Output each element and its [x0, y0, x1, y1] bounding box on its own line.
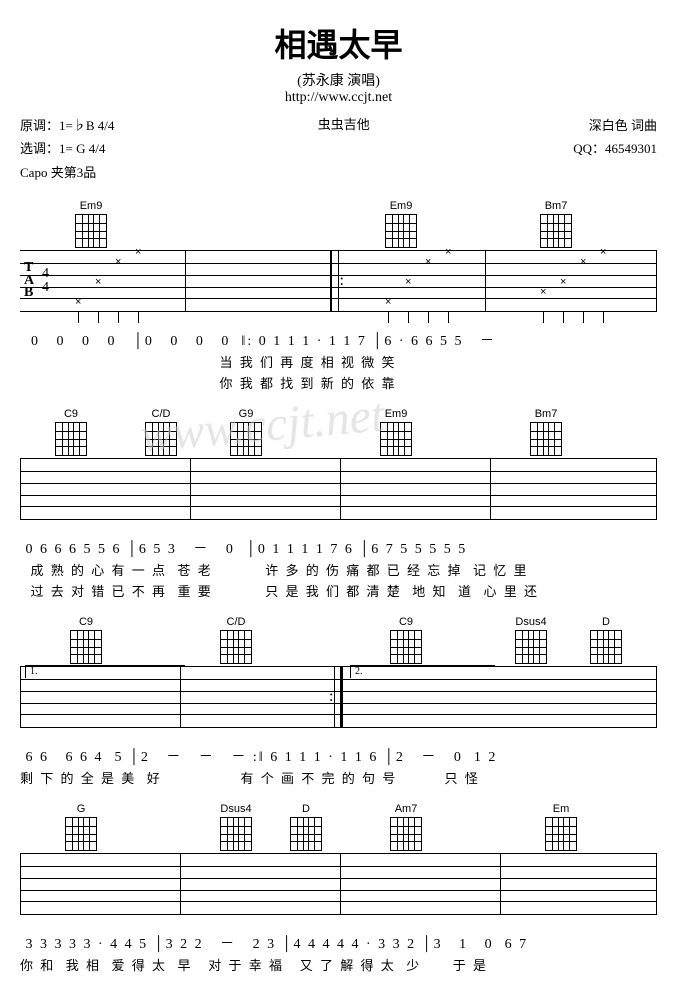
chord-diagram: C9	[390, 616, 422, 664]
tab-staff	[20, 458, 657, 520]
chord-diagram: D	[590, 616, 622, 664]
original-key: 原调：1=♭B 4/4	[20, 114, 114, 137]
tab-clef: TAB	[24, 262, 34, 300]
number-notation: 6 6 6 6 4 5 │2 － － － :‖ 6 1 1 1 · 1 1 6 …	[20, 746, 657, 766]
lyrics-line: 你 和 我 相 爱 得 太 早 对 于 幸 福 又 了 解 得 太 少 于 是	[20, 955, 657, 974]
chord-diagram: Bm7	[540, 200, 572, 248]
chord-diagram: Dsus4	[515, 616, 547, 664]
chord-diagram: Em9	[380, 408, 412, 456]
chord-name: C/D	[152, 408, 171, 420]
chord-name: C9	[64, 408, 78, 420]
composer: 深白色 词曲	[573, 114, 657, 137]
chord-diagram: Em9	[385, 200, 417, 248]
brand: 虫虫吉他	[114, 114, 573, 184]
chord-row: G Dsus4 D Am7 Em	[20, 803, 657, 853]
qq-contact: QQ：46549301	[573, 137, 657, 160]
chord-name: G	[77, 803, 86, 815]
chord-diagram: C9	[55, 408, 87, 456]
header-meta: 原调：1=♭B 4/4 选调：1= G 4/4 Capo 夹第3品 虫虫吉他 深…	[20, 114, 657, 184]
chord-name: C/D	[227, 616, 246, 628]
lyrics-line: 当 我 们 再 度 相 视 微 笑	[20, 352, 657, 371]
capo-info: Capo 夹第3品	[20, 161, 114, 184]
chord-name: D	[302, 803, 310, 815]
source-url: http://www.ccjt.net	[20, 90, 657, 106]
lyrics-line: 成 熟 的 心 有 一 点 苍 老 许 多 的 伤 痛 都 已 经 忘 掉 记 …	[20, 560, 657, 579]
tab-staff	[20, 853, 657, 915]
tab-system: G Dsus4 D Am7 Em 3 3 3 3 3 · 4 4 5 │3 2 2 － …	[20, 803, 657, 974]
chord-diagram: Dsus4	[220, 803, 252, 851]
tab-system: C9 C/D G9 Em9 Bm7 0 6 6 6 5 5 6 │6 5 3 － 0 │…	[20, 408, 657, 600]
chord-diagram: C/D	[145, 408, 177, 456]
song-title: 相遇太早	[20, 20, 657, 66]
number-notation: 0 6 6 6 5 5 6 │6 5 3 － 0 │0 1 1 1 1 7 6 …	[20, 538, 657, 558]
chord-name: Bm7	[545, 200, 568, 212]
lyrics-line: 剩 下 的 全 是 美 好 有 个 画 不 完 的 句 号 只 怪	[20, 768, 657, 787]
chord-name: Bm7	[535, 408, 558, 420]
time-signature: 44	[42, 267, 49, 295]
chord-name: Em9	[390, 200, 413, 212]
chord-diagram: Am7	[390, 803, 422, 851]
tab-system: C9 C/D C9 Dsus4 D 1.2. 6 6 6 6 4 5 │2 － － － :…	[20, 616, 657, 787]
chord-diagram: G	[65, 803, 97, 851]
chord-name: Dsus4	[515, 616, 546, 628]
chord-diagram: G9	[230, 408, 262, 456]
tab-staff: TAB44××××××××××××	[20, 250, 657, 312]
tab-system: Em9Em9Bm7TAB44×××××××××××× 0 0 0 0 │0 0 …	[20, 200, 657, 392]
chord-name: Dsus4	[220, 803, 251, 815]
chord-diagram: C/D	[220, 616, 252, 664]
chord-name: Em	[553, 803, 570, 815]
artist-credit: (苏永康 演唱)	[20, 70, 657, 90]
selected-key: 选调：1= G 4/4	[20, 137, 114, 160]
chord-name: G9	[239, 408, 254, 420]
chord-name: Em9	[385, 408, 408, 420]
chord-diagram: Em9	[75, 200, 107, 248]
number-notation: 0 0 0 0 │0 0 0 0 ‖: 0 1 1 1 · 1 1 7 │6 ·…	[20, 330, 657, 350]
number-notation: 3 3 3 3 3 · 4 4 5 │3 2 2 － 2 3 │4 4 4 4 …	[20, 933, 657, 953]
chord-diagram: C9	[70, 616, 102, 664]
chord-row: Em9 Em9 Bm7	[20, 200, 657, 250]
chord-diagram: Em	[545, 803, 577, 851]
chord-name: D	[602, 616, 610, 628]
chord-name: C9	[79, 616, 93, 628]
lyrics-line: 你 我 都 找 到 新 的 依 靠	[20, 373, 657, 392]
chord-name: Am7	[395, 803, 418, 815]
lyrics-line: 过 去 对 错 已 不 再 重 要 只 是 我 们 都 清 楚 地 知 道 心 …	[20, 581, 657, 600]
chord-row: C9 C/D C9 Dsus4 D	[20, 616, 657, 666]
chord-name: Em9	[80, 200, 103, 212]
chord-diagram: D	[290, 803, 322, 851]
chord-name: C9	[399, 616, 413, 628]
tab-staff: 1.2.	[20, 666, 657, 728]
chord-row: C9 C/D G9 Em9 Bm7	[20, 408, 657, 458]
chord-diagram: Bm7	[530, 408, 562, 456]
